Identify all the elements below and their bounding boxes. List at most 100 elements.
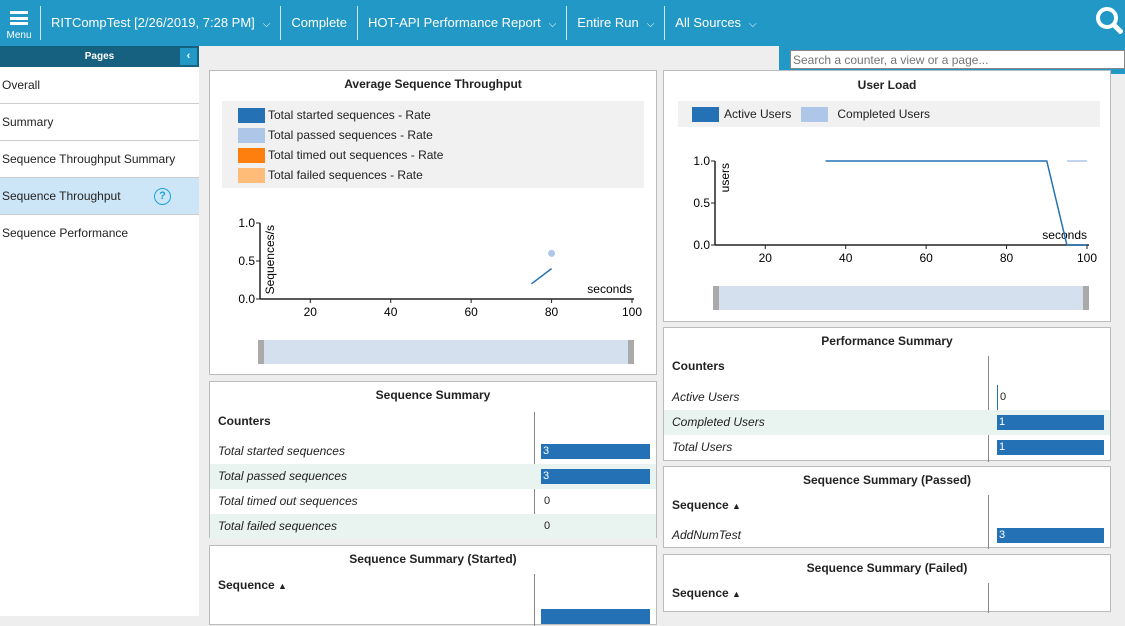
- legend-item[interactable]: Total passed sequences - Rate: [222, 125, 644, 145]
- x-tick-label: 60: [919, 251, 933, 265]
- sidebar-item-label: Sequence Throughput: [2, 189, 121, 203]
- menu-button[interactable]: Menu: [0, 0, 38, 46]
- chevron-down-icon: ⌵: [548, 19, 557, 30]
- column-divider: [988, 356, 989, 462]
- range-handle-left: [713, 286, 719, 310]
- legend-item[interactable]: Total timed out sequences - Rate: [222, 145, 644, 165]
- run-selector[interactable]: RITCompTest [2/26/2019, 7:28 PM] ⌵: [40, 6, 280, 40]
- range-selector[interactable]: Entire Run ⌵: [566, 6, 664, 40]
- value-bar: 3: [541, 469, 650, 484]
- column-header[interactable]: Counters: [218, 414, 271, 428]
- search-panel: [779, 46, 1125, 74]
- row-label: Total failed sequences: [218, 519, 337, 533]
- x-tick-label: 20: [759, 251, 773, 265]
- legend-item[interactable]: Completed Users: [791, 104, 930, 124]
- x-tick-label: 100: [1077, 251, 1097, 265]
- value-bar: 3: [997, 528, 1104, 543]
- sidebar-item-sequence-throughput-summary[interactable]: Sequence Throughput Summary: [0, 141, 199, 178]
- legend-label: Completed Users: [837, 107, 931, 121]
- sidebar-item-overall[interactable]: Overall: [0, 67, 199, 104]
- y-tick-label: 0.0: [238, 292, 255, 306]
- legend-item[interactable]: Total started sequences - Rate: [222, 105, 644, 125]
- sort-ascending-icon[interactable]: ▲: [732, 501, 741, 511]
- report-label: HOT-API Performance Report: [368, 15, 541, 30]
- data-point: [548, 249, 556, 257]
- range-handle-left: [258, 340, 264, 364]
- legend-item[interactable]: Total failed sequences - Rate: [222, 165, 644, 185]
- table-row: Total started sequences 3: [210, 439, 656, 464]
- sidebar-item-summary[interactable]: Summary: [0, 104, 199, 141]
- top-bar: Menu RITCompTest [2/26/2019, 7:28 PM] ⌵ C…: [0, 0, 1125, 46]
- legend-swatch: [238, 168, 265, 183]
- sidebar-item-sequence-performance[interactable]: Sequence Performance: [2, 226, 129, 240]
- y-axis-label: Sequences/s: [263, 225, 277, 294]
- legend-swatch: [238, 128, 265, 143]
- legend-swatch: [238, 148, 265, 163]
- value-bar: 1: [997, 415, 1104, 430]
- table-row: AddNumTest 3: [664, 523, 1110, 548]
- y-tick-label: 1.0: [693, 154, 710, 168]
- sidebar-item-sequence-throughput[interactable]: Sequence Throughput?: [0, 178, 199, 215]
- sequence-passed-panel: Sequence Summary (Passed) Sequence ▲ Add…: [663, 466, 1111, 549]
- chevron-down-icon: ⌵: [646, 19, 655, 30]
- user-load-panel: User Load Active Users Completed Users 2…: [663, 70, 1111, 322]
- column-header[interactable]: Sequence ▲: [218, 578, 287, 592]
- hamburger-icon: [10, 11, 28, 25]
- table-row: Total passed sequences 3: [210, 464, 656, 489]
- report-selector[interactable]: HOT-API Performance Report ⌵: [357, 6, 566, 40]
- search-input[interactable]: [790, 50, 1125, 69]
- table-row: Total failed sequences 0: [210, 514, 656, 539]
- column-header[interactable]: Sequence ▲: [672, 498, 741, 512]
- range-slider: [713, 286, 1089, 310]
- legend-swatch: [801, 107, 829, 122]
- x-tick-label: 40: [384, 305, 398, 319]
- header-label: Sequence: [672, 498, 729, 512]
- series-line: [531, 268, 553, 285]
- column-divider: [534, 574, 535, 626]
- row-label: Completed Users: [672, 415, 765, 429]
- menu-label: Menu: [6, 30, 32, 41]
- pages-header: Pages ‹: [0, 46, 199, 67]
- row-label: Total Users: [672, 440, 733, 454]
- panel-title: User Load: [857, 78, 917, 92]
- sort-ascending-icon[interactable]: ▲: [732, 589, 741, 599]
- search-icon[interactable]: [1095, 6, 1123, 34]
- throughput-panel: Average Sequence Throughput Total starte…: [209, 70, 657, 375]
- chevron-down-icon: ⌵: [262, 19, 271, 30]
- range-handle-right: [628, 340, 634, 364]
- y-tick-label: 0.0: [693, 238, 710, 252]
- sequence-summary-panel: Sequence Summary Counters Total started …: [209, 381, 657, 539]
- sources-selector[interactable]: All Sources ⌵: [664, 6, 766, 40]
- y-tick-label: 1.0: [238, 216, 255, 230]
- x-tick-label: 80: [1000, 251, 1014, 265]
- help-icon[interactable]: ?: [154, 188, 171, 205]
- sort-ascending-icon[interactable]: ▲: [278, 581, 287, 591]
- value-bar: 3: [541, 444, 650, 459]
- column-header[interactable]: Sequence ▲: [672, 586, 741, 600]
- toolbar: RITCompTest [2/26/2019, 7:28 PM] ⌵ Comple…: [40, 6, 767, 40]
- sidebar: Pages ‹ Overall Summary Sequence Throughp…: [0, 46, 199, 616]
- column-divider: [988, 495, 989, 549]
- row-label: Total passed sequences: [218, 469, 347, 483]
- row-value: 0: [544, 520, 551, 532]
- collapse-sidebar-button[interactable]: ‹: [180, 48, 197, 65]
- x-axis-label: seconds: [587, 282, 632, 296]
- status-text: Complete: [291, 15, 348, 30]
- x-tick-label: 100: [622, 305, 642, 319]
- throughput-chart: 20 40 60 80 100 0.0 0.5 1.0 Sequences/s seconds: [238, 216, 642, 364]
- row-value: 0: [997, 385, 1006, 410]
- column-header[interactable]: Counters: [672, 359, 725, 373]
- row-label: Total started sequences: [218, 444, 345, 458]
- legend-swatch: [238, 108, 265, 123]
- sources-label: All Sources: [675, 15, 742, 30]
- legend-swatch: [692, 107, 719, 122]
- x-tick-label: 40: [839, 251, 853, 265]
- chevron-down-icon: ⌵: [749, 19, 757, 30]
- x-tick-label: 20: [304, 305, 318, 319]
- value-bar: 1: [997, 440, 1104, 455]
- panel-title: Sequence Summary (Started): [349, 552, 517, 566]
- performance-summary-panel: Performance Summary Counters Active User…: [663, 327, 1111, 462]
- legend-label: Active Users: [724, 107, 792, 121]
- legend-item[interactable]: Active Users: [678, 104, 791, 124]
